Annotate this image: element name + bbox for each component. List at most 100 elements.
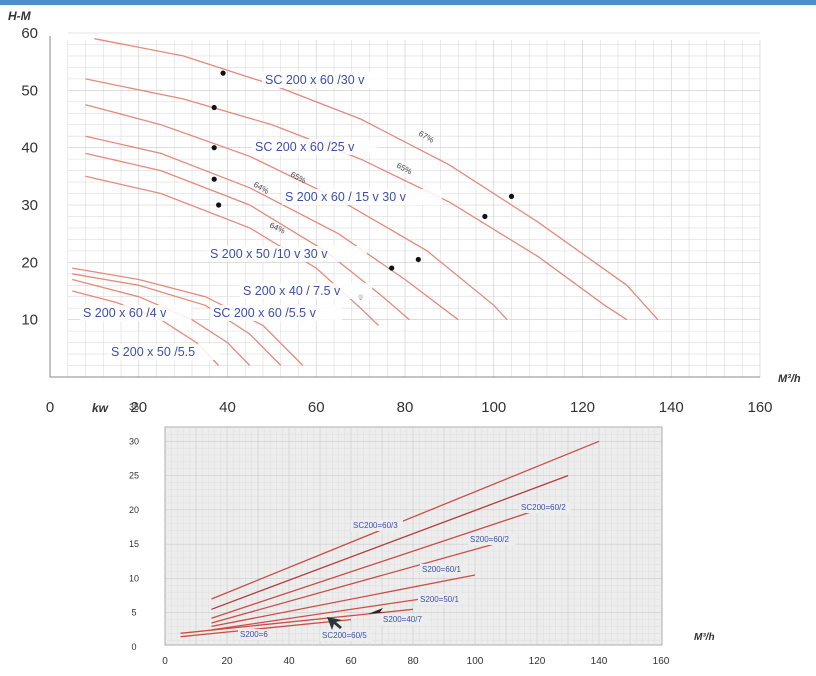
x-tick-label: 20	[221, 656, 233, 667]
label-backdrop	[108, 344, 220, 360]
label-backdrop	[240, 283, 373, 299]
x-tick-label: 60	[308, 399, 325, 416]
y-tick-label: 50	[21, 82, 38, 99]
x-tick-label: 60	[345, 656, 357, 667]
x-tick-label: 40	[283, 656, 295, 667]
head-x-axis-label: M³/h	[778, 373, 801, 385]
curve-label: S 200 x 60 /4 v	[83, 306, 167, 320]
x-tick-label: 0	[46, 399, 54, 416]
label-backdrop	[238, 629, 272, 640]
power-x-axis-label: M³/h	[694, 632, 715, 643]
y-tick-label: 60	[21, 25, 38, 42]
y-tick-label: 10	[21, 312, 38, 329]
x-tick-label: 100	[467, 656, 484, 667]
x-tick-label: 80	[397, 399, 414, 416]
head-curve	[94, 38, 659, 321]
efficiency-label: 65%	[395, 161, 413, 176]
power-line-labels: SC200=60/3 SC200=60/2 S200=60/2 S200=60/1 S2…	[238, 502, 571, 641]
top-accent-bar	[0, 0, 816, 5]
line-label: S200=50/1	[420, 595, 459, 604]
x-tick-label: 120	[570, 399, 595, 416]
duty-point-marker	[216, 202, 222, 208]
line-label: SC200=60/2	[521, 503, 566, 512]
y-tick-label: 5	[131, 608, 136, 618]
label-backdrop	[252, 139, 378, 155]
x-tick-label: 160	[653, 656, 670, 667]
duty-point-marker	[211, 145, 217, 151]
head-chart: 0 20 40 60 80 100 120 140 160 10 20 30 40 50 60 H-M M³/h…	[8, 9, 801, 416]
arrow-pointer-icon	[327, 617, 342, 630]
label-backdrop	[207, 246, 367, 262]
power-gridlines	[165, 427, 662, 645]
x-tick-label: 100	[481, 399, 506, 416]
curve-label: SC 200 x 60 /30 v	[265, 73, 365, 87]
power-line	[180, 618, 352, 638]
efficiency-label: 64%	[268, 221, 286, 236]
y-tick-label: 30	[129, 436, 139, 446]
duty-point-marker	[389, 265, 395, 271]
label-backdrop	[381, 614, 429, 625]
curve-label: S 200 x 60 / 15 v 30 v	[285, 190, 407, 204]
x-tick-label: 0	[162, 656, 168, 667]
label-backdrop	[418, 594, 466, 605]
arrow-marker-icon	[368, 608, 386, 614]
head-curve	[85, 135, 459, 321]
label-backdrop	[420, 564, 468, 575]
curve-label: S 200 x 50 /10 v 30 v	[210, 247, 328, 261]
power-chart: 0 20 40 60 80 100 120 140 160 0 5 10 15 20 25 30 35 kw M³/…	[92, 401, 715, 667]
head-curve	[85, 78, 628, 321]
line-label: S200=6	[240, 630, 268, 639]
power-line	[211, 574, 476, 628]
line-label: S200=60/2	[470, 535, 509, 544]
power-y-axis-label: kw	[92, 401, 109, 415]
label-backdrop	[262, 72, 388, 88]
label-backdrop	[80, 305, 192, 321]
head-y-ticks: 10 20 30 40 50 60	[21, 25, 38, 329]
y-tick-label: 0	[131, 642, 136, 652]
power-line	[211, 540, 507, 624]
power-plot-area	[164, 426, 663, 646]
line-label: SC200=60/3	[353, 521, 398, 530]
label-backdrop	[468, 534, 516, 545]
line-label: SC200=60/5	[322, 631, 367, 640]
x-tick-label: 140	[659, 399, 684, 416]
curve-label: S 200 x 50 /5.5	[111, 345, 195, 359]
power-y-ticks: 0 5 10 15 20 25 30 35	[129, 402, 139, 652]
x-tick-label: 120	[529, 656, 546, 667]
head-y-axis-label: H-M	[8, 9, 32, 23]
curve-label: SC 200 x 60 /5.5 v	[213, 306, 317, 320]
head-curve	[72, 267, 304, 366]
head-curve-labels: SC 200 x 60 /30 v SC 200 x 60 /25 v S 200 …	[80, 72, 442, 360]
duty-point-marker	[211, 176, 217, 182]
duty-points	[211, 70, 515, 300]
duty-point-marker	[508, 193, 515, 199]
label-backdrop	[320, 630, 372, 641]
x-tick-label: 40	[219, 399, 236, 416]
y-tick-label: 30	[21, 197, 38, 214]
head-gridlines	[67, 32, 761, 377]
y-tick-label: 15	[129, 539, 139, 549]
curve-label: SC 200 x 60 /25 v	[255, 140, 355, 154]
power-line	[211, 509, 538, 619]
x-tick-label: 20	[130, 399, 147, 416]
power-line	[211, 474, 569, 610]
x-tick-label: 160	[747, 399, 772, 416]
power-line	[211, 440, 600, 600]
power-line	[211, 594, 445, 631]
x-tick-label: 140	[591, 656, 608, 667]
y-tick-label: 25	[129, 471, 139, 481]
line-label: S200=40/7	[383, 615, 422, 624]
line-label: S200=60/1	[422, 565, 461, 574]
head-curve	[85, 152, 410, 321]
y-tick-label: 20	[129, 505, 139, 515]
y-tick-label: 35	[129, 402, 139, 412]
label-backdrop	[210, 305, 343, 321]
duty-point-marker	[220, 70, 226, 76]
duty-point-marker	[211, 104, 217, 111]
head-x-ticks: 0 20 40 60 80 100 120 140 160	[46, 399, 773, 416]
curve-label: S 200 x 40 / 7.5 v	[243, 284, 341, 298]
power-x-ticks: 0 20 40 60 80 100 120 140 160	[162, 656, 670, 667]
x-tick-label: 80	[407, 656, 419, 667]
